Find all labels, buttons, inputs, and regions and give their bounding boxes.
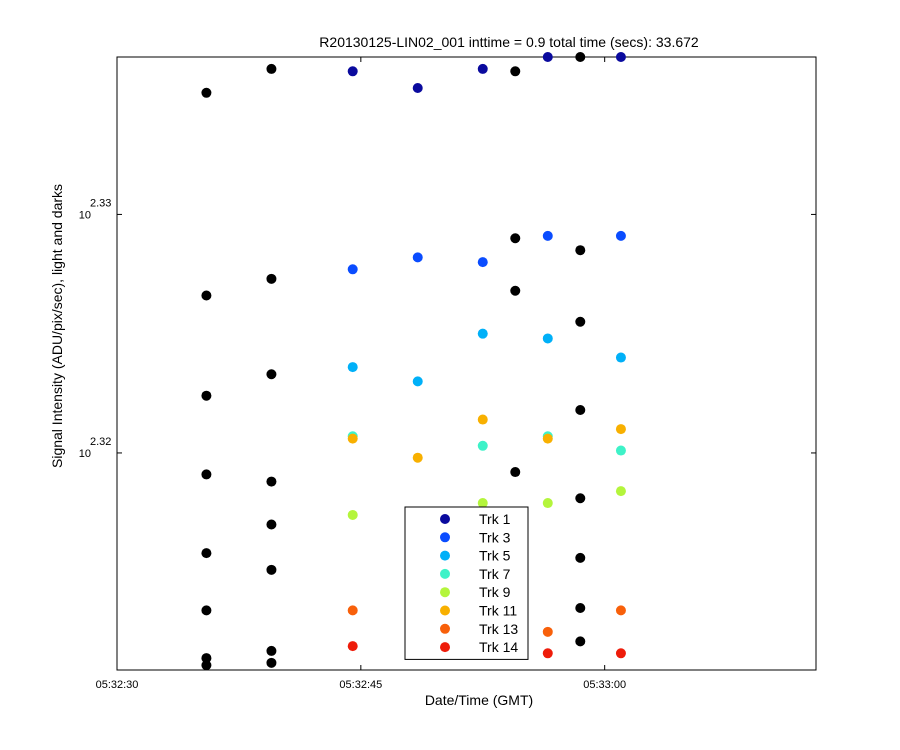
dark-point	[201, 390, 212, 401]
legend-marker	[440, 532, 450, 543]
dark-point	[201, 605, 212, 616]
series-point-trk-3	[412, 252, 423, 263]
dark-point	[575, 245, 586, 256]
series-point-trk-11	[347, 433, 358, 444]
dark-point	[266, 369, 277, 380]
dark-point	[575, 316, 586, 327]
dark-point	[575, 493, 586, 504]
series-point-trk-5	[412, 376, 423, 387]
series-point-trk-7	[477, 440, 488, 451]
series-point-trk-5	[347, 362, 358, 373]
dark-point	[575, 405, 586, 416]
legend-entry: Trk 14	[479, 639, 518, 655]
dark-point	[510, 66, 521, 77]
x-tick-label: 05:33:00	[583, 679, 626, 691]
y-tick-exponent: 2.33	[90, 197, 111, 209]
series-point-trk-1	[412, 83, 423, 94]
series-point-trk-3	[477, 257, 488, 268]
legend-marker	[440, 550, 450, 561]
legend-entry: Trk 9	[479, 584, 511, 600]
legend-entry: Trk 11	[479, 603, 517, 619]
dark-point	[201, 548, 212, 559]
dark-point	[201, 653, 212, 664]
dark-point	[201, 660, 212, 671]
y-tick-label: 10	[79, 448, 91, 460]
series-point-trk-11	[477, 414, 488, 425]
dark-point	[201, 469, 212, 480]
series-point-trk-3	[542, 230, 553, 241]
legend-marker	[440, 605, 450, 616]
series-point-trk-1	[615, 52, 626, 62]
series-point-trk-13	[347, 605, 358, 616]
series-point-trk-5	[477, 328, 488, 339]
series-point-trk-14	[615, 648, 626, 659]
y-axis-label: Signal Intensity (ADU/pix/sec), light an…	[49, 184, 65, 468]
dark-point	[575, 552, 586, 563]
y-tick-exponent: 2.32	[90, 436, 111, 448]
dark-point	[266, 564, 277, 575]
legend-entry: Trk 3	[479, 529, 511, 545]
series-point-trk-9	[347, 509, 358, 520]
series-point-trk-1	[542, 52, 553, 62]
series-point-trk-13	[542, 626, 553, 637]
series-point-trk-3	[347, 264, 358, 275]
dark-point	[266, 476, 277, 487]
dark-point	[201, 87, 212, 98]
series-point-trk-7	[615, 445, 626, 456]
x-ticks: 05:32:30 05:32:45 05:33:00	[96, 57, 626, 691]
dark-point	[575, 636, 586, 647]
series-point-trk-13	[615, 605, 626, 616]
dark-point	[266, 645, 277, 656]
legend: Trk 1 Trk 3 Trk 5 Trk 7 Trk 9 Trk 11 Trk 13 Trk…	[404, 506, 529, 660]
dark-point	[575, 602, 586, 613]
legend-box	[404, 506, 529, 660]
series-point-trk-14	[542, 648, 553, 659]
series-point-trk-3	[615, 230, 626, 241]
legend-entry: Trk 13	[479, 621, 518, 637]
series-point-trk-11	[542, 433, 553, 444]
x-tick-label: 05:32:30	[96, 679, 139, 691]
chart-title: R20130125-LIN02_001 inttime = 0.9 total …	[319, 34, 699, 50]
legend-marker	[440, 587, 450, 598]
legend-entry: Trk 5	[479, 548, 511, 564]
dark-point	[510, 467, 521, 478]
dark-point	[575, 52, 586, 62]
series-point-trk-5	[615, 352, 626, 363]
series-point-trk-9	[615, 486, 626, 497]
series-point-trk-14	[347, 641, 358, 652]
x-axis-label: Date/Time (GMT)	[425, 692, 533, 708]
series-point-trk-1	[347, 66, 358, 77]
x-tick-label: 05:32:45	[339, 679, 382, 691]
legend-marker	[440, 642, 450, 653]
dark-point	[266, 519, 277, 530]
series-point-trk-11	[615, 424, 626, 435]
series-point-trk-1	[477, 63, 488, 74]
legend-marker	[440, 514, 450, 524]
series-point-trk-9	[477, 498, 488, 509]
series-point-trk-5	[542, 333, 553, 344]
dark-point	[266, 63, 277, 74]
dark-point	[510, 285, 521, 296]
legend-entry: Trk 1	[479, 511, 511, 527]
legend-marker	[440, 568, 450, 579]
legend-entry: Trk 7	[479, 566, 511, 582]
series-point-trk-11	[412, 452, 423, 463]
dark-point	[266, 273, 277, 284]
dark-point	[201, 290, 212, 301]
legend-marker	[440, 623, 450, 634]
dark-point	[510, 233, 521, 244]
series-point-trk-9	[542, 498, 553, 509]
dark-point	[266, 657, 277, 668]
y-tick-label: 10	[79, 209, 91, 221]
